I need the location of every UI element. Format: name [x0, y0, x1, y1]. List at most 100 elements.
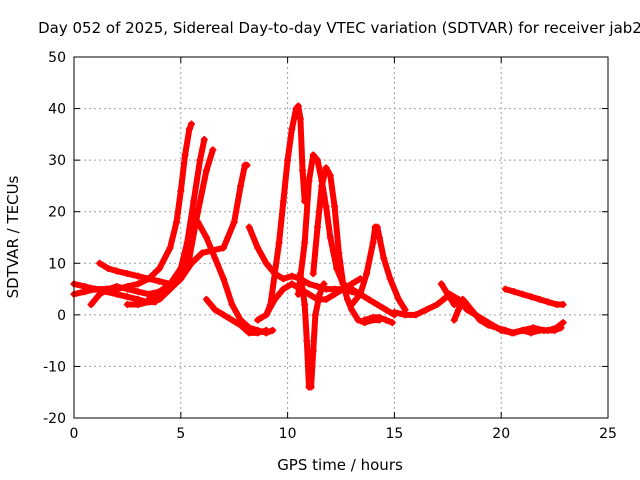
data-point	[459, 295, 467, 303]
data-point	[166, 244, 174, 252]
data-point	[373, 223, 381, 231]
grid	[74, 57, 608, 418]
data-point	[123, 285, 131, 293]
y-tick-label: -20	[43, 411, 66, 427]
data-point	[322, 203, 330, 211]
data-point	[553, 301, 561, 309]
x-tick-label: 0	[70, 426, 79, 442]
data-point	[299, 166, 307, 174]
data-point	[365, 295, 373, 303]
data-point	[510, 288, 518, 296]
data-point	[134, 301, 142, 309]
data-point	[134, 272, 142, 280]
data-point	[314, 156, 322, 164]
data-point	[254, 316, 262, 324]
data-point	[433, 301, 441, 309]
y-tick-label: 0	[57, 308, 66, 324]
data-point	[386, 275, 394, 283]
data-point	[373, 301, 381, 309]
data-point	[296, 270, 304, 278]
data-point	[202, 295, 210, 303]
data-point	[269, 326, 277, 334]
data-point	[311, 311, 319, 319]
data-point	[309, 347, 317, 355]
data-point	[348, 280, 356, 288]
data-point	[301, 239, 309, 247]
data-point	[166, 285, 174, 293]
data-point	[343, 295, 351, 303]
data-point	[412, 311, 420, 319]
data-point	[331, 203, 339, 211]
x-tick-label: 25	[599, 426, 617, 442]
data-point	[501, 326, 509, 334]
data-point	[254, 244, 262, 252]
data-point	[326, 172, 334, 180]
data-point	[220, 244, 228, 252]
data-point	[339, 285, 347, 293]
data-point	[553, 324, 561, 332]
data-point	[123, 270, 131, 278]
data-point	[245, 329, 253, 337]
series-arc-o	[360, 313, 396, 327]
data-point	[519, 326, 527, 334]
y-tick-label: 50	[48, 50, 66, 66]
data-point	[194, 218, 202, 226]
series-arc-s	[501, 285, 567, 309]
data-point	[196, 156, 204, 164]
data-point	[134, 280, 142, 288]
data-point	[527, 329, 535, 337]
data-point	[450, 301, 458, 309]
data-point	[463, 301, 471, 309]
data-point	[380, 254, 388, 262]
data-point	[81, 288, 89, 296]
data-point	[422, 306, 430, 314]
data-point	[331, 290, 339, 298]
data-point	[544, 298, 552, 306]
data-point	[284, 156, 292, 164]
data-point	[382, 306, 390, 314]
data-point	[279, 285, 287, 293]
data-point	[96, 290, 104, 298]
data-point	[194, 208, 202, 216]
data-point	[360, 316, 368, 324]
data-point	[288, 272, 296, 280]
data-point	[237, 321, 245, 329]
data-point	[228, 316, 236, 324]
data-point	[305, 177, 313, 185]
series-trace	[451, 296, 471, 324]
data-point	[173, 218, 181, 226]
data-point	[307, 383, 315, 391]
data-point	[245, 223, 253, 231]
series-trace	[71, 121, 195, 298]
data-point	[279, 197, 287, 205]
data-point	[322, 164, 330, 172]
data-point	[104, 285, 112, 293]
series-arc-g	[202, 295, 270, 337]
data-point	[559, 319, 567, 327]
data-point	[467, 306, 475, 314]
data-point	[305, 280, 313, 288]
data-point	[187, 223, 195, 231]
data-point	[493, 324, 501, 332]
data-point	[262, 326, 270, 334]
data-point	[314, 295, 322, 303]
data-point	[200, 136, 208, 144]
data-point	[450, 316, 458, 324]
data-point	[437, 280, 445, 288]
data-point	[303, 337, 311, 345]
data-point	[536, 295, 544, 303]
y-axis-label: SDTVAR / TECUs	[4, 175, 22, 298]
data-point	[476, 316, 484, 324]
data-point	[187, 259, 195, 267]
data-point	[177, 270, 185, 278]
data-point	[202, 234, 210, 241]
series-arc-r	[450, 295, 471, 324]
x-axis-label: GPS time / hours	[277, 456, 403, 474]
data-point	[559, 301, 567, 309]
data-point	[454, 306, 462, 314]
data-point	[211, 254, 219, 262]
series-trace	[295, 151, 398, 318]
data-point	[262, 259, 270, 267]
data-point	[187, 120, 195, 128]
data-point	[87, 301, 95, 309]
